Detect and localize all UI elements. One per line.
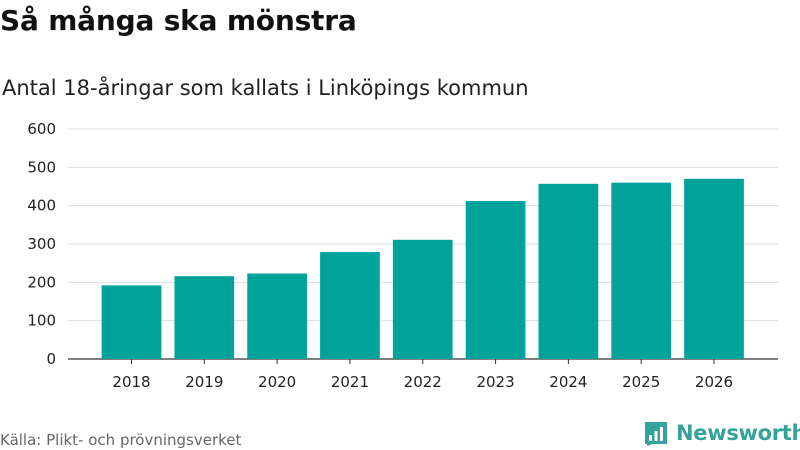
bar-2018[interactable] <box>101 285 162 359</box>
brand-name: Newsworthy <box>676 421 800 445</box>
chart-subtitle: Antal 18-åringar som kallats i Linköping… <box>2 76 529 100</box>
y-tick-label: 0 <box>46 350 56 368</box>
newsworthy-logo-icon <box>645 422 667 446</box>
x-tick-label: 2026 <box>695 373 733 391</box>
y-tick-label: 100 <box>27 312 56 330</box>
bar-2020[interactable] <box>247 273 307 359</box>
bar-2025[interactable] <box>611 182 672 359</box>
y-tick-label: 400 <box>27 197 56 215</box>
bar-2022[interactable] <box>392 239 453 359</box>
x-tick-label: 2018 <box>112 373 150 391</box>
x-axis-ticks: 2018 2019 2020 2021 2022 2023 2024 2025 2026 <box>112 359 733 391</box>
bar-2023[interactable] <box>465 201 526 359</box>
chart-title: Så många ska mönstra <box>0 4 357 37</box>
x-tick-label: 2021 <box>331 373 369 391</box>
x-tick-label: 2022 <box>404 373 442 391</box>
x-tick-label: 2020 <box>258 373 296 391</box>
y-tick-label: 600 <box>27 120 56 138</box>
source-note: Källa: Plikt- och prövningsverket <box>0 431 242 449</box>
x-tick-label: 2024 <box>549 373 587 391</box>
x-tick-label: 2025 <box>622 373 660 391</box>
x-tick-label: 2019 <box>185 373 223 391</box>
bar-2024[interactable] <box>538 183 599 359</box>
bar-chart: 0 100 200 300 400 500 600 2018 2019 2020 2021 2022… <box>27 120 778 391</box>
bars <box>101 178 744 359</box>
y-axis-ticks: 0 100 200 300 400 500 600 <box>27 120 56 368</box>
y-tick-label: 500 <box>27 158 56 176</box>
bar-2021[interactable] <box>320 252 380 359</box>
bar-2026[interactable] <box>684 178 744 359</box>
brand-logo[interactable]: Newsworthy <box>643 420 800 446</box>
x-tick-label: 2023 <box>476 373 514 391</box>
y-tick-label: 300 <box>27 235 56 253</box>
y-tick-label: 200 <box>27 273 56 291</box>
bar-2019[interactable] <box>174 276 235 359</box>
